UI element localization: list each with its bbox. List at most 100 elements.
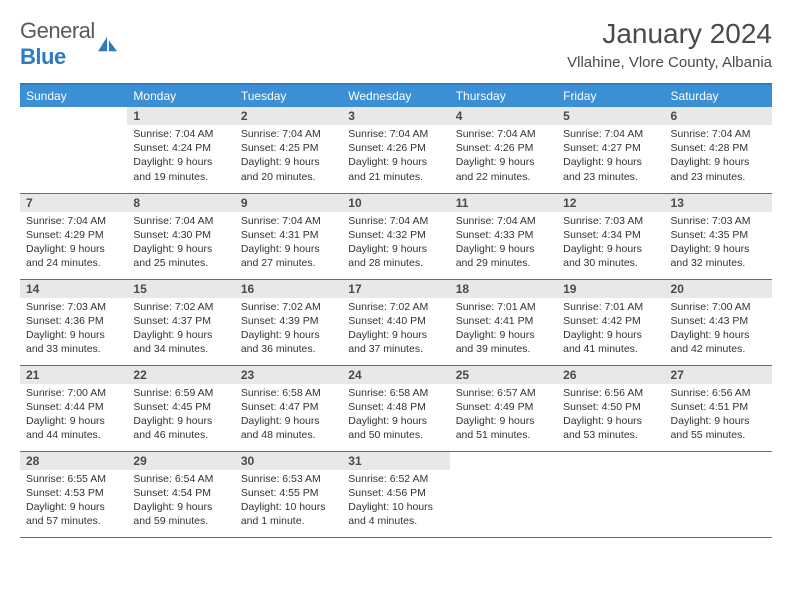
day-number: 19: [557, 280, 664, 298]
weekday-header: Wednesday: [342, 84, 449, 107]
calendar-day-cell: 14Sunrise: 7:03 AMSunset: 4:36 PMDayligh…: [20, 279, 127, 365]
day-number: 20: [665, 280, 772, 298]
day-details: Sunrise: 7:03 AMSunset: 4:36 PMDaylight:…: [20, 298, 127, 361]
calendar-day-cell: 23Sunrise: 6:58 AMSunset: 4:47 PMDayligh…: [235, 365, 342, 451]
day-number: 11: [450, 194, 557, 212]
day-details: Sunrise: 6:58 AMSunset: 4:47 PMDaylight:…: [235, 384, 342, 447]
month-title: January 2024: [567, 18, 772, 50]
day-details: Sunrise: 7:04 AMSunset: 4:25 PMDaylight:…: [235, 125, 342, 188]
brand-text-2: Blue: [20, 44, 66, 69]
calendar-day-cell: 16Sunrise: 7:02 AMSunset: 4:39 PMDayligh…: [235, 279, 342, 365]
day-number: 24: [342, 366, 449, 384]
day-details: Sunrise: 7:00 AMSunset: 4:43 PMDaylight:…: [665, 298, 772, 361]
brand-text: General Blue: [20, 18, 95, 70]
calendar-day-cell: 29Sunrise: 6:54 AMSunset: 4:54 PMDayligh…: [127, 451, 234, 537]
day-details: Sunrise: 7:04 AMSunset: 4:33 PMDaylight:…: [450, 212, 557, 275]
location-text: Vllahine, Vlore County, Albania: [567, 54, 772, 71]
day-details: Sunrise: 7:03 AMSunset: 4:34 PMDaylight:…: [557, 212, 664, 275]
calendar-day-cell: 27Sunrise: 6:56 AMSunset: 4:51 PMDayligh…: [665, 365, 772, 451]
calendar-day-cell: 2Sunrise: 7:04 AMSunset: 4:25 PMDaylight…: [235, 107, 342, 193]
calendar-day-cell: 19Sunrise: 7:01 AMSunset: 4:42 PMDayligh…: [557, 279, 664, 365]
day-number: 14: [20, 280, 127, 298]
day-number: 2: [235, 107, 342, 125]
day-number: 7: [20, 194, 127, 212]
page-header: General Blue January 2024 Vllahine, Vlor…: [20, 18, 772, 71]
calendar-day-cell: 3Sunrise: 7:04 AMSunset: 4:26 PMDaylight…: [342, 107, 449, 193]
title-block: January 2024 Vllahine, Vlore County, Alb…: [567, 18, 772, 71]
day-details: Sunrise: 7:04 AMSunset: 4:30 PMDaylight:…: [127, 212, 234, 275]
day-details: Sunrise: 7:04 AMSunset: 4:24 PMDaylight:…: [127, 125, 234, 188]
day-details: Sunrise: 7:04 AMSunset: 4:26 PMDaylight:…: [450, 125, 557, 188]
brand-text-1: General: [20, 18, 95, 43]
day-details: Sunrise: 7:04 AMSunset: 4:29 PMDaylight:…: [20, 212, 127, 275]
calendar-day-cell: 8Sunrise: 7:04 AMSunset: 4:30 PMDaylight…: [127, 193, 234, 279]
calendar-day-cell: 6Sunrise: 7:04 AMSunset: 4:28 PMDaylight…: [665, 107, 772, 193]
day-number: 18: [450, 280, 557, 298]
calendar-head: SundayMondayTuesdayWednesdayThursdayFrid…: [20, 84, 772, 107]
calendar-day-cell: 1Sunrise: 7:04 AMSunset: 4:24 PMDaylight…: [127, 107, 234, 193]
day-number: 10: [342, 194, 449, 212]
weekday-header: Monday: [127, 84, 234, 107]
day-number: 26: [557, 366, 664, 384]
day-number: 5: [557, 107, 664, 125]
calendar-day-cell: 4Sunrise: 7:04 AMSunset: 4:26 PMDaylight…: [450, 107, 557, 193]
day-number: 27: [665, 366, 772, 384]
calendar-day-cell: 18Sunrise: 7:01 AMSunset: 4:41 PMDayligh…: [450, 279, 557, 365]
day-details: Sunrise: 6:53 AMSunset: 4:55 PMDaylight:…: [235, 470, 342, 533]
day-number: 28: [20, 452, 127, 470]
calendar-day-cell: [450, 451, 557, 537]
calendar-day-cell: 30Sunrise: 6:53 AMSunset: 4:55 PMDayligh…: [235, 451, 342, 537]
weekday-header: Tuesday: [235, 84, 342, 107]
brand-logo: General Blue: [20, 18, 119, 70]
weekday-header: Saturday: [665, 84, 772, 107]
calendar-day-cell: 5Sunrise: 7:04 AMSunset: 4:27 PMDaylight…: [557, 107, 664, 193]
calendar-week-row: 28Sunrise: 6:55 AMSunset: 4:53 PMDayligh…: [20, 451, 772, 537]
day-details: Sunrise: 7:02 AMSunset: 4:40 PMDaylight:…: [342, 298, 449, 361]
day-number: [557, 452, 664, 470]
weekday-header: Friday: [557, 84, 664, 107]
calendar-day-cell: 12Sunrise: 7:03 AMSunset: 4:34 PMDayligh…: [557, 193, 664, 279]
day-details: Sunrise: 7:01 AMSunset: 4:41 PMDaylight:…: [450, 298, 557, 361]
weekday-header: Thursday: [450, 84, 557, 107]
day-number: 4: [450, 107, 557, 125]
day-details: Sunrise: 6:54 AMSunset: 4:54 PMDaylight:…: [127, 470, 234, 533]
day-number: [450, 452, 557, 470]
weekday-header: Sunday: [20, 84, 127, 107]
calendar-day-cell: [557, 451, 664, 537]
day-details: Sunrise: 6:56 AMSunset: 4:50 PMDaylight:…: [557, 384, 664, 447]
day-number: 9: [235, 194, 342, 212]
day-details: Sunrise: 6:57 AMSunset: 4:49 PMDaylight:…: [450, 384, 557, 447]
calendar-week-row: 7Sunrise: 7:04 AMSunset: 4:29 PMDaylight…: [20, 193, 772, 279]
calendar-day-cell: 28Sunrise: 6:55 AMSunset: 4:53 PMDayligh…: [20, 451, 127, 537]
calendar-day-cell: 10Sunrise: 7:04 AMSunset: 4:32 PMDayligh…: [342, 193, 449, 279]
calendar-day-cell: 26Sunrise: 6:56 AMSunset: 4:50 PMDayligh…: [557, 365, 664, 451]
calendar-day-cell: [20, 107, 127, 193]
calendar-day-cell: 24Sunrise: 6:58 AMSunset: 4:48 PMDayligh…: [342, 365, 449, 451]
calendar-day-cell: 21Sunrise: 7:00 AMSunset: 4:44 PMDayligh…: [20, 365, 127, 451]
day-details: Sunrise: 7:04 AMSunset: 4:26 PMDaylight:…: [342, 125, 449, 188]
day-number: 6: [665, 107, 772, 125]
calendar-day-cell: 13Sunrise: 7:03 AMSunset: 4:35 PMDayligh…: [665, 193, 772, 279]
calendar-day-cell: [665, 451, 772, 537]
day-details: Sunrise: 7:04 AMSunset: 4:32 PMDaylight:…: [342, 212, 449, 275]
day-number: 22: [127, 366, 234, 384]
day-number: 17: [342, 280, 449, 298]
day-details: Sunrise: 7:04 AMSunset: 4:27 PMDaylight:…: [557, 125, 664, 188]
day-number: 1: [127, 107, 234, 125]
day-number: 8: [127, 194, 234, 212]
day-number: 13: [665, 194, 772, 212]
day-details: Sunrise: 7:04 AMSunset: 4:28 PMDaylight:…: [665, 125, 772, 188]
day-number: 15: [127, 280, 234, 298]
day-number: 31: [342, 452, 449, 470]
day-details: Sunrise: 7:01 AMSunset: 4:42 PMDaylight:…: [557, 298, 664, 361]
calendar-day-cell: 20Sunrise: 7:00 AMSunset: 4:43 PMDayligh…: [665, 279, 772, 365]
calendar-day-cell: 11Sunrise: 7:04 AMSunset: 4:33 PMDayligh…: [450, 193, 557, 279]
day-number: 29: [127, 452, 234, 470]
calendar-week-row: 1Sunrise: 7:04 AMSunset: 4:24 PMDaylight…: [20, 107, 772, 193]
calendar-week-row: 21Sunrise: 7:00 AMSunset: 4:44 PMDayligh…: [20, 365, 772, 451]
day-number: 23: [235, 366, 342, 384]
day-details: Sunrise: 7:04 AMSunset: 4:31 PMDaylight:…: [235, 212, 342, 275]
day-number: 25: [450, 366, 557, 384]
day-details: Sunrise: 6:52 AMSunset: 4:56 PMDaylight:…: [342, 470, 449, 533]
day-number: [20, 107, 127, 125]
